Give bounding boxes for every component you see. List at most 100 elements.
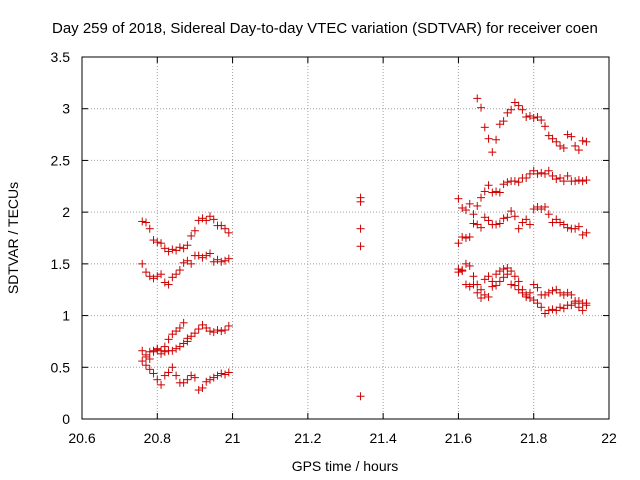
x-tick-label: 21.8	[520, 430, 547, 446]
grid-lines	[82, 57, 609, 419]
data-point	[522, 112, 531, 121]
data-point	[477, 103, 486, 112]
data-point	[582, 299, 591, 308]
data-point	[469, 210, 478, 219]
data-point	[492, 281, 501, 290]
data-point	[510, 212, 519, 221]
data-point	[461, 234, 470, 242]
data-point	[224, 254, 233, 263]
data-point	[183, 241, 192, 250]
data-point	[145, 355, 154, 364]
data-point	[209, 373, 218, 382]
data-point	[164, 368, 173, 377]
data-point	[217, 369, 226, 378]
data-point	[533, 299, 542, 308]
data-point	[461, 206, 470, 215]
data-point	[559, 177, 568, 186]
data-point	[492, 220, 501, 229]
data-point	[194, 386, 203, 395]
data-point	[499, 180, 508, 189]
data-point	[183, 337, 192, 346]
data-point	[567, 301, 576, 310]
data-point	[202, 251, 211, 260]
data-point	[138, 357, 147, 366]
x-tick-label: 21.2	[294, 430, 321, 446]
data-point	[541, 290, 550, 299]
data-point	[149, 347, 158, 356]
data-point	[168, 346, 177, 355]
plot-frame	[81, 56, 610, 420]
y-tick-label: 0	[62, 411, 70, 427]
data-point	[571, 177, 580, 186]
data-point	[164, 280, 173, 289]
data-point	[544, 306, 553, 315]
data-point	[149, 236, 158, 245]
data-point	[179, 258, 188, 267]
data-point	[190, 373, 199, 382]
data-point	[537, 116, 546, 125]
data-point	[473, 201, 482, 210]
data-point	[514, 101, 523, 110]
data-point	[499, 265, 508, 274]
data-point	[356, 242, 365, 251]
data-point	[488, 282, 497, 291]
data-point	[221, 326, 230, 335]
data-point	[563, 288, 572, 297]
data-point	[172, 270, 181, 279]
y-tick-label: 0.5	[51, 359, 71, 375]
data-point	[153, 238, 162, 247]
data-point	[157, 380, 166, 389]
data-point	[571, 299, 580, 308]
data-point	[205, 249, 214, 258]
data-point	[537, 303, 546, 312]
data-point	[480, 290, 489, 299]
data-point	[198, 253, 207, 262]
data-point	[582, 137, 591, 146]
data-point	[141, 268, 150, 277]
y-tick-labels: 0 0.5 1 1.5 2 2.5 3 3.5	[51, 49, 71, 427]
data-point	[525, 111, 534, 120]
data-point	[556, 303, 565, 312]
data-point	[556, 218, 565, 227]
data-point	[488, 148, 497, 157]
data-point	[537, 205, 546, 214]
data-point	[533, 169, 542, 178]
data-point	[168, 245, 177, 254]
data-point	[499, 214, 508, 223]
data-point	[582, 228, 591, 237]
data-point	[194, 251, 203, 260]
data-point	[190, 329, 199, 338]
x-tick-labels: 20.6 20.8 21 21.2 21.4 21.6 21.8 22	[68, 430, 617, 446]
data-point	[194, 325, 203, 334]
data-point	[465, 282, 474, 291]
data-point	[224, 368, 233, 377]
y-tick-label: 1.5	[51, 256, 71, 272]
data-point	[533, 283, 542, 292]
y-tick-label: 3	[62, 101, 70, 117]
data-point	[213, 326, 222, 335]
data-point	[533, 202, 542, 211]
data-point	[503, 213, 512, 222]
data-point	[477, 193, 486, 202]
data-point	[221, 256, 230, 265]
data-point	[480, 187, 489, 196]
chart-title: Day 259 of 2018, Sidereal Day-to-day VTE…	[52, 20, 598, 37]
data-point	[484, 272, 493, 281]
data-point	[578, 177, 587, 186]
data-point	[559, 290, 568, 299]
data-point	[454, 194, 463, 203]
data-point	[205, 327, 214, 336]
data-point	[187, 231, 196, 240]
data-point	[224, 321, 233, 330]
data-point	[559, 144, 568, 153]
data-point	[164, 335, 173, 344]
data-point	[194, 216, 203, 225]
axis-ticks	[81, 56, 610, 420]
data-point	[190, 226, 199, 235]
data-point	[503, 270, 512, 279]
data-point	[510, 272, 519, 281]
data-point	[224, 228, 233, 237]
data-point	[172, 371, 181, 380]
data-point	[145, 272, 154, 281]
x-tick-label: 21.6	[445, 430, 472, 446]
